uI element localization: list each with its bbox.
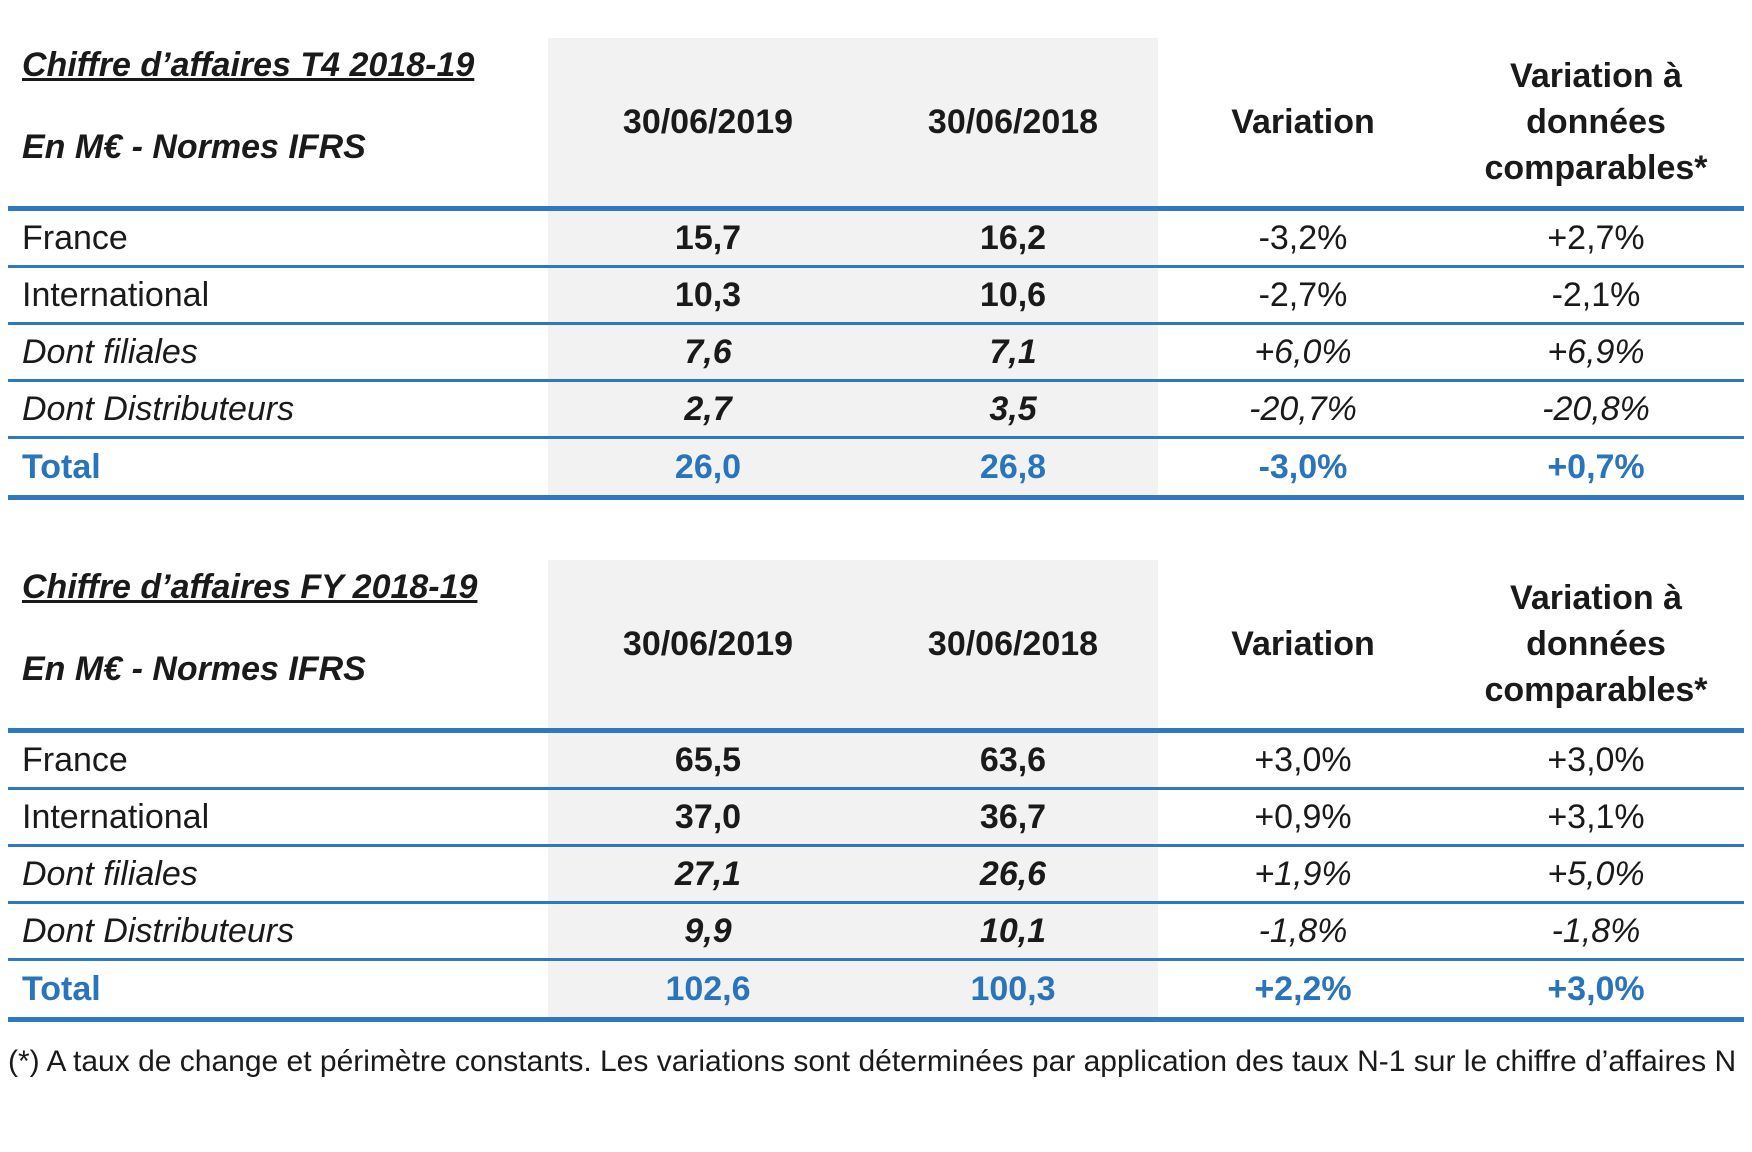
cell-value: 37,0 (674, 797, 742, 836)
table-row: International 37,0 36,7 +0,9% +3,1% (8, 790, 1744, 847)
table-row: International 10,3 10,6 -2,7% -2,1% (8, 268, 1744, 325)
row-shade (548, 268, 1158, 322)
column-header-comparable-variation: Variation à données comparables* (1484, 579, 1708, 709)
table-title: Chiffre d’affaires T4 2018-19 (22, 46, 475, 84)
cell-value: +6,9% (1547, 332, 1645, 371)
row-shade (548, 211, 1158, 265)
table-row: Dont filiales 7,6 7,1 +6,0% +6,9% (8, 325, 1744, 382)
row-label: Dont filiales (22, 332, 198, 371)
cell-value: 26,8 (979, 447, 1047, 486)
cell-value: 26,0 (674, 447, 742, 486)
cell-value: -1,8% (1551, 911, 1641, 950)
cell-value: 26,6 (979, 854, 1047, 893)
cell-value: +0,7% (1547, 447, 1645, 486)
cell-value: +6,0% (1254, 332, 1352, 371)
table-row: Dont filiales 27,1 26,6 +1,9% +5,0% (8, 847, 1744, 904)
cell-value: 9,9 (684, 911, 732, 950)
table-header: Chiffre d’affaires T4 2018-19 En M€ - No… (8, 38, 1744, 206)
row-shade (548, 382, 1158, 436)
cell-value: 10,6 (979, 275, 1047, 314)
row-shade (548, 733, 1158, 787)
row-label: France (22, 740, 128, 779)
table-subtitle: En M€ - Normes IFRS (22, 650, 366, 688)
cell-value: +2,2% (1254, 969, 1352, 1008)
column-header-variation: Variation (1231, 103, 1375, 141)
row-label: Dont filiales (22, 854, 198, 893)
header-shade (548, 560, 1158, 728)
table-row: Dont Distributeurs 2,7 3,5 -20,7% -20,8% (8, 382, 1744, 439)
cell-value: 16,2 (979, 218, 1047, 257)
footnote: (*) A taux de change et périmètre consta… (8, 1045, 1737, 1078)
row-label: International (22, 275, 210, 314)
total-row: Total 26,0 26,8 -3,0% +0,7% (8, 439, 1744, 500)
row-label: International (22, 797, 210, 836)
revenue-table-q4: Chiffre d’affaires T4 2018-19 En M€ - No… (8, 38, 1744, 500)
column-header-2019: 30/06/2019 (622, 625, 794, 663)
cell-value: +5,0% (1547, 854, 1645, 893)
table-title: Chiffre d’affaires FY 2018-19 (22, 568, 478, 606)
row-shade (548, 961, 1158, 1017)
cell-value: 27,1 (674, 854, 742, 893)
header-shade (548, 38, 1158, 206)
row-label: Dont Distributeurs (22, 389, 295, 428)
table-row: Dont Distributeurs 9,9 10,1 -1,8% -1,8% (8, 904, 1744, 961)
table-subtitle: En M€ - Normes IFRS (22, 128, 366, 166)
table-header: Chiffre d’affaires FY 2018-19 En M€ - No… (8, 560, 1744, 728)
row-label: Total (22, 969, 101, 1008)
row-label: Dont Distributeurs (22, 911, 295, 950)
cell-value: 15,7 (674, 218, 742, 257)
column-header-2018: 30/06/2018 (927, 625, 1099, 663)
cell-value: +3,0% (1547, 969, 1645, 1008)
cell-value: +1,9% (1254, 854, 1352, 893)
cell-value: +3,1% (1547, 797, 1645, 836)
row-shade (548, 325, 1158, 379)
column-header-2018: 30/06/2018 (927, 103, 1099, 141)
header-divider (8, 206, 1744, 211)
cell-value: 36,7 (979, 797, 1047, 836)
row-shade (548, 847, 1158, 901)
cell-value: -20,8% (1542, 389, 1650, 428)
cell-value: -3,0% (1258, 447, 1348, 486)
row-shade (548, 904, 1158, 958)
cell-value: 100,3 (970, 969, 1056, 1008)
column-header-comparable-variation: Variation à données comparables* (1484, 57, 1708, 187)
row-label: Total (22, 447, 101, 486)
cell-value: +3,0% (1547, 740, 1645, 779)
cell-value: -1,8% (1258, 911, 1348, 950)
cell-value: -2,7% (1258, 275, 1348, 314)
revenue-table-fy: Chiffre d’affaires FY 2018-19 En M€ - No… (8, 560, 1744, 1022)
row-shade (548, 790, 1158, 844)
cell-value: 65,5 (674, 740, 742, 779)
header-divider (8, 728, 1744, 733)
table-row: France 15,7 16,2 -3,2% +2,7% (8, 211, 1744, 268)
cell-value: -20,7% (1249, 389, 1357, 428)
cell-value: -2,1% (1551, 275, 1641, 314)
cell-value: 10,3 (674, 275, 742, 314)
cell-value: 7,6 (684, 332, 732, 371)
row-shade (548, 439, 1158, 495)
cell-value: 7,1 (989, 332, 1037, 371)
cell-value: +3,0% (1254, 740, 1352, 779)
table-row: France 65,5 63,6 +3,0% +3,0% (8, 733, 1744, 790)
row-label: France (22, 218, 128, 257)
cell-value: 3,5 (989, 389, 1037, 428)
cell-value: +2,7% (1547, 218, 1645, 257)
total-row: Total 102,6 100,3 +2,2% +3,0% (8, 961, 1744, 1022)
cell-value: 2,7 (684, 389, 732, 428)
cell-value: 102,6 (665, 969, 751, 1008)
cell-value: -3,2% (1258, 218, 1348, 257)
cell-value: 10,1 (979, 911, 1047, 950)
column-header-2019: 30/06/2019 (622, 103, 794, 141)
column-header-variation: Variation (1231, 625, 1375, 663)
cell-value: 63,6 (979, 740, 1047, 779)
cell-value: +0,9% (1254, 797, 1352, 836)
